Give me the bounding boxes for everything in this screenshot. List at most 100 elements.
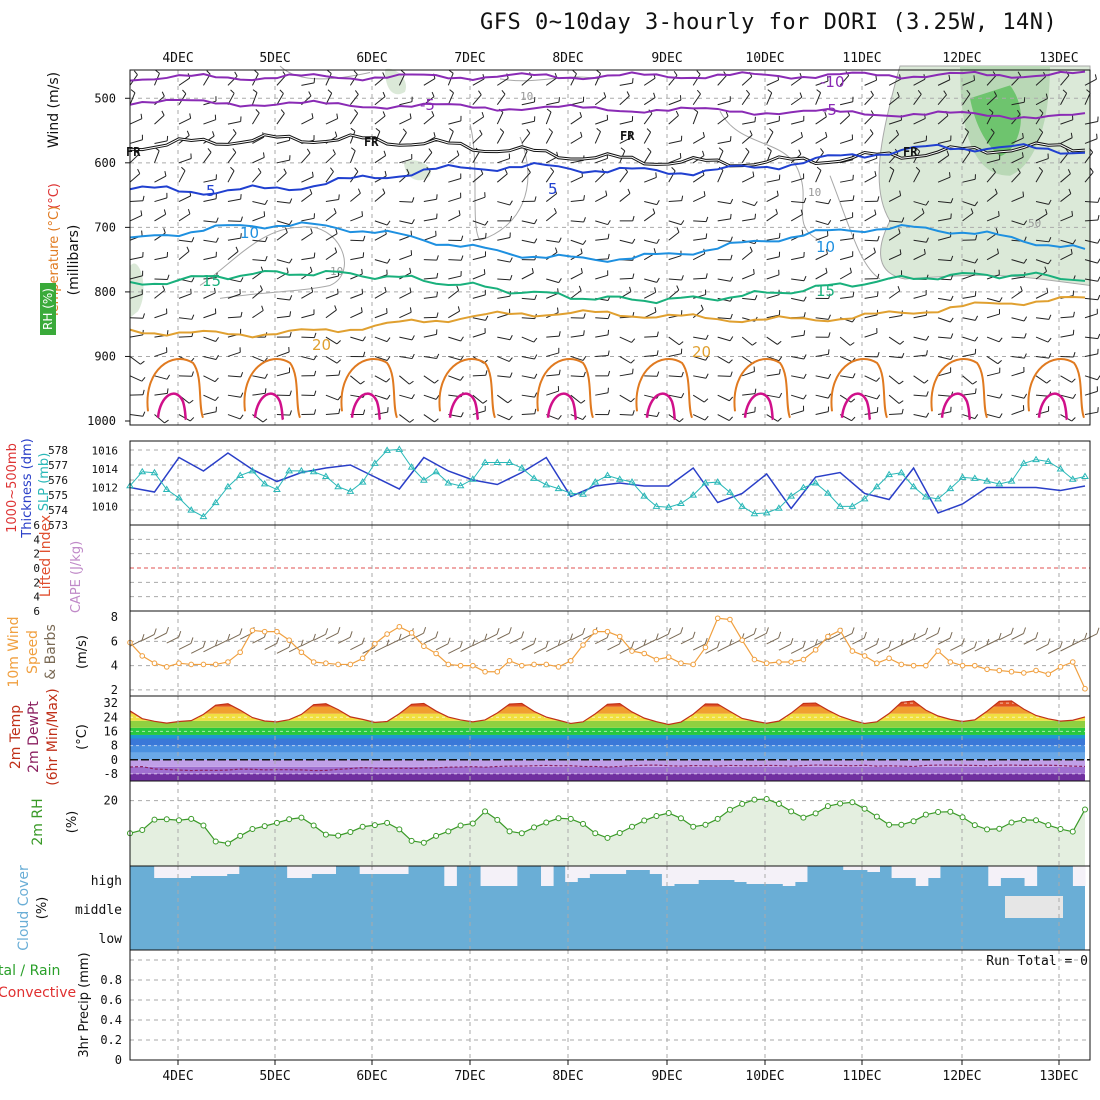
wind10-barb [497,632,510,640]
wind-barb [353,70,358,75]
thickness-tick: 577 [48,459,68,472]
wind-barb [644,336,658,338]
wind-barb [864,239,878,242]
wind10-marker [653,656,660,663]
wind-barb [898,400,904,404]
wind-barb [582,240,587,245]
wind-barb [325,73,332,86]
wind-barb [815,136,828,144]
wind-barb [155,69,160,74]
precip-tick: 0.4 [100,1013,122,1027]
wind-barb [399,375,410,385]
wind-barb [742,393,756,396]
wind10-marker [494,668,501,675]
wind-barb [962,274,975,280]
wind-barb [595,392,609,396]
cloud-clear [323,866,337,874]
wind-barb [252,289,263,299]
wind-barb [301,232,313,241]
wind-barb [803,373,807,379]
wind-barb [803,275,807,281]
wind-barb [1024,236,1027,242]
wind-barb [937,411,951,416]
cloud-clear [202,866,216,876]
wind-barb [1060,215,1073,222]
wind-barb [264,388,267,394]
wind-barb [178,170,186,183]
wind10-marker [592,628,599,635]
wind-barb [289,311,292,317]
rh2m-marker [310,822,317,829]
wind-barb [434,379,439,384]
isotherm-label: 20 [692,343,711,361]
rh2m-marker [347,829,354,835]
wind-barb [741,356,754,365]
wind10-barb [815,638,828,646]
date-label-bottom: 11DEC [842,1069,881,1084]
wind-barb [798,149,802,155]
wind-barb [1060,394,1074,399]
cloud-clear [843,866,856,870]
wind-barb [572,69,577,75]
wind-barb [631,238,636,244]
wind-barb [509,215,513,221]
cloud-clear [287,866,300,878]
wind-barb [178,117,191,125]
wind-barb [546,108,552,113]
wind-barb [203,277,217,280]
cloud-clear [565,866,578,882]
wind-barb [335,228,338,234]
wind10-barb [154,632,167,640]
wind-barb [864,114,875,125]
wind-barb [583,313,586,319]
wind-barb [653,248,656,254]
wind-barb [1039,109,1044,114]
cloud-clear [867,866,880,872]
wind-barb [1035,132,1044,144]
wind10-barb [962,647,975,654]
wind-barb [937,79,951,86]
pressure-tick: 600 [94,156,116,170]
cloud-clear [1024,866,1038,886]
slp-marker [726,488,734,495]
slp-marker [419,476,428,483]
slp-marker [652,502,661,509]
wind-barb [411,335,415,341]
wind-barb [693,237,707,241]
wind10-marker [984,666,990,673]
thickness-tick: 578 [48,444,68,457]
wind-barb [742,411,755,416]
wind-barb [259,285,263,291]
wind-barb [681,275,684,281]
wind-barb [154,313,167,319]
rh2m-marker [726,806,733,813]
temp-minmax-label: (6hr Min/Max) [45,688,61,785]
slp-marker [1056,465,1065,472]
wind-barb [129,200,144,203]
wind-barb [497,77,509,86]
wind10-marker [849,648,856,654]
wind10-barb [239,628,243,635]
wind-barb [1060,239,1074,245]
wind-barb [962,131,970,144]
wind-barb [521,413,535,416]
wind10-barb [766,637,779,645]
pressure-tick: 700 [94,220,116,234]
wind10-marker [457,662,464,669]
wind-barb [583,195,585,201]
wind-barb [801,229,804,235]
wind-barb [913,140,927,144]
wind-barb [374,96,386,106]
wind-barb [570,355,584,361]
thickness-line [129,452,1086,514]
wind-barb [534,294,537,300]
run-total-label: Run Total = 0 [986,954,1088,969]
wind-barb [742,297,756,301]
wind-barb [899,340,905,345]
wind-barb [767,147,772,152]
wind-barb [898,380,904,385]
wind10-marker [347,661,354,668]
wind-barb [1035,158,1049,164]
wind10-barb [484,633,498,641]
wind-barb [154,232,166,241]
